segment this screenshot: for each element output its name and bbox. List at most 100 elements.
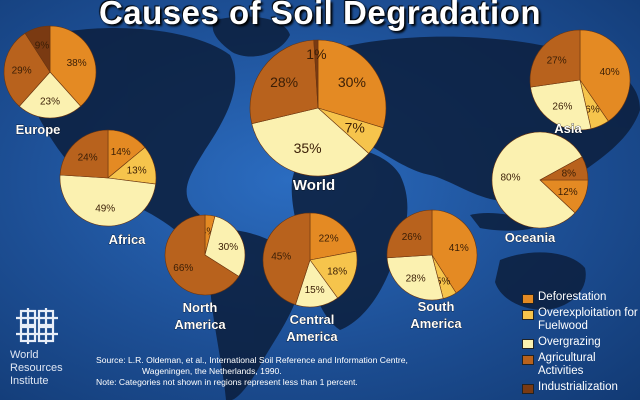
legend-swatch-industrialization [522, 384, 534, 394]
pie-slice-africa-agricultural [59, 129, 109, 179]
pie-slice-oceania-agricultural [539, 156, 589, 181]
legend-label-overgrazing: Overgrazing [538, 336, 601, 348]
pie-value-label-central-america-overexploitation: 18% [327, 267, 347, 278]
pie-value-label-world-overexploitation: 7% [345, 120, 365, 136]
pie-value-label-oceania-deforestation: 12% [558, 187, 578, 198]
pie-slice-north-america-overgrazing [204, 215, 246, 277]
pie-value-label-asia-overexploitation: 6% [585, 104, 600, 115]
legend-item-agricultural: Agricultural Activities [522, 352, 640, 378]
legend-swatch-deforestation [522, 294, 534, 304]
landmass-indonesia [470, 213, 540, 231]
wri-knot-logo-icon [16, 308, 58, 344]
pie-slice-north-america-agricultural [164, 214, 240, 296]
pie-slice-world-deforestation [317, 39, 387, 129]
pie-slice-europe-overgrazing [18, 71, 82, 119]
landmass-greenland [212, 16, 290, 57]
pie-value-label-africa-overexploitation: 13% [127, 166, 147, 177]
pie-value-label-central-america-deforestation: 22% [319, 234, 339, 245]
region-label-europe: Europe [16, 122, 61, 137]
pie-value-label-world-industrialization: 1% [306, 46, 326, 62]
pie-slice-world-industrialization [313, 39, 319, 109]
pie-europe: 38% 23% 29% 9% Europe [3, 25, 97, 137]
region-label-south-america-line-1: South [418, 299, 455, 314]
landmass-australia [495, 252, 586, 310]
pie-value-label-south-america-overgrazing: 28% [406, 274, 426, 285]
pie-south-america: 41% 5% 28% 26% South America [386, 209, 478, 331]
pie-value-label-asia-overgrazing: 26% [552, 102, 572, 113]
pie-slice-south-america-overgrazing [386, 254, 444, 301]
chart-title: Causes of Soil Degradation [98, 0, 542, 31]
pie-value-label-africa-deforestation: 14% [111, 147, 131, 158]
legend-label-agricultural: Agricultural Activities [538, 352, 596, 377]
pie-value-label-central-america-overgrazing: 15% [305, 285, 325, 296]
pie-value-label-africa-overgrazing: 49% [95, 204, 115, 215]
pie-north-america: 4%30% 66% North America [164, 214, 246, 332]
pie-slice-europe-agricultural [3, 32, 51, 107]
pie-value-label-south-america-deforestation: 41% [449, 243, 469, 254]
pie-slice-central-america-agricultural [262, 212, 311, 306]
source-line-2: Wageningen, the Netherlands, 1990. [142, 366, 282, 376]
pie-value-label-north-america-overgrazing: 30% [218, 242, 238, 253]
pie-value-label-north-america-deforestation: 4% [201, 226, 216, 237]
pie-slice-asia-agricultural [529, 29, 581, 88]
logo-line-3: Institute [10, 375, 49, 387]
pie-value-label-oceania-agricultural: 8% [562, 169, 577, 180]
note-line: Note: Categories not shown in regions re… [96, 377, 358, 387]
region-label-africa: Africa [109, 232, 147, 247]
pie-slice-europe-deforestation [49, 25, 97, 107]
pie-asia: 40% 6% 26% 27% Asia [529, 29, 631, 136]
pie-value-label-world-overgrazing: 35% [294, 140, 322, 156]
region-label-world: World [293, 177, 335, 194]
pie-value-label-south-america-overexploitation: 5% [436, 277, 451, 288]
pie-slice-south-america-agricultural [386, 209, 433, 259]
pie-value-label-europe-deforestation: 38% [67, 58, 87, 69]
pie-slice-asia-overgrazing [530, 79, 592, 131]
legend-item-industrialization: Industrialization [522, 381, 640, 394]
pie-slice-europe-industrialization [24, 25, 51, 74]
pie-value-label-world-deforestation: 30% [338, 74, 366, 90]
legend-item-deforestation: Deforestation [522, 291, 640, 304]
pie-oceania: 12% 80% 8% Oceania [491, 131, 589, 245]
legend-label-overexploitation: Overexploitation for Fuelwood [538, 307, 638, 332]
legend-swatch-overexploitation [522, 310, 534, 320]
region-label-south-america-line-2: America [410, 316, 462, 331]
region-label-north-america-line-2: America [174, 317, 226, 332]
pie-value-label-central-america-agricultural: 45% [271, 251, 291, 262]
pie-value-label-north-america-agricultural: 66% [173, 263, 193, 274]
pie-slice-central-america-overexploitation [309, 250, 358, 299]
pie-value-label-europe-overgrazing: 23% [40, 97, 60, 108]
pie-value-label-asia-agricultural: 27% [547, 56, 567, 67]
logo-text: World Resources Institute [10, 349, 90, 388]
region-label-oceania: Oceania [505, 230, 556, 245]
pie-value-label-south-america-agricultural: 26% [402, 232, 422, 243]
pie-slice-central-america-deforestation [309, 212, 357, 261]
legend: Deforestation Overexploitation for Fuelw… [522, 291, 640, 397]
pie-value-label-europe-industrialization: 9% [35, 41, 50, 52]
legend-item-overgrazing: Overgrazing [522, 336, 640, 349]
legend-label-deforestation: Deforestation [538, 291, 607, 303]
pie-africa: 14% 13% 49% 24% Africa [59, 129, 157, 247]
pie-value-label-europe-agricultural: 29% [12, 66, 32, 77]
region-label-central-america-line-1: Central [290, 312, 335, 327]
legend-item-overexploitation: Overexploitation for Fuelwood [522, 307, 640, 333]
source-note: Source: L.R. Oldeman, et al., Internatio… [96, 355, 516, 388]
pie-central-america: 22% 18%15% 45% Central America [262, 212, 358, 344]
logo-line-2: Resources [10, 362, 63, 374]
legend-label-industrialization: Industrialization [538, 381, 618, 393]
pie-value-label-asia-deforestation: 40% [600, 67, 620, 78]
logo-line-1: World [10, 349, 39, 361]
region-label-asia: Asia [554, 121, 582, 136]
legend-swatch-agricultural [522, 355, 534, 365]
pie-slice-asia-deforestation [579, 29, 631, 122]
pie-slice-world-agricultural [249, 39, 319, 125]
pie-value-label-africa-agricultural: 24% [78, 152, 98, 163]
pie-slice-oceania-overgrazing [491, 131, 583, 229]
region-label-central-america-line-2: America [286, 329, 338, 344]
source-line-1: Source: L.R. Oldeman, et al., Internatio… [96, 355, 408, 365]
legend-swatch-overgrazing [522, 339, 534, 349]
pie-value-label-oceania-overgrazing: 80% [500, 172, 520, 183]
pie-slice-africa-overgrazing [59, 174, 156, 227]
pie-value-label-world-agricultural: 28% [270, 74, 298, 90]
